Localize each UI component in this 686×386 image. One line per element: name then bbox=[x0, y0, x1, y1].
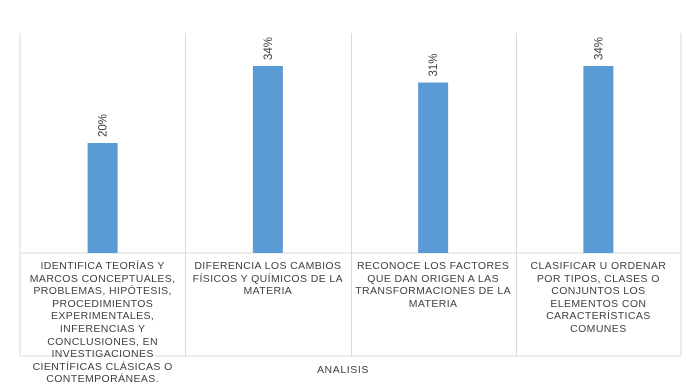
data-label: 34% bbox=[263, 37, 275, 60]
data-label: 34% bbox=[593, 37, 605, 60]
category-label: RECONOCE LOS FACTORES QUE DAN ORIGEN A L… bbox=[355, 260, 512, 310]
x-axis-label: ANALISIS bbox=[316, 364, 370, 376]
bar bbox=[87, 143, 118, 253]
data-label: 20% bbox=[98, 114, 110, 137]
bar bbox=[418, 82, 449, 253]
data-label: 31% bbox=[428, 53, 440, 76]
category-label: CLASIFICAR U ORDENAR POR TIPOS, CLASES O… bbox=[530, 260, 667, 335]
bar bbox=[252, 66, 283, 253]
category-label: IDENTIFICA TEORÍAS Y MARCOS CONCEPTUALES… bbox=[29, 260, 176, 386]
category-label: DIFERENCIA LOS CAMBIOS FÍSICOS Y QUÍMICO… bbox=[192, 260, 344, 298]
bar bbox=[583, 66, 614, 253]
